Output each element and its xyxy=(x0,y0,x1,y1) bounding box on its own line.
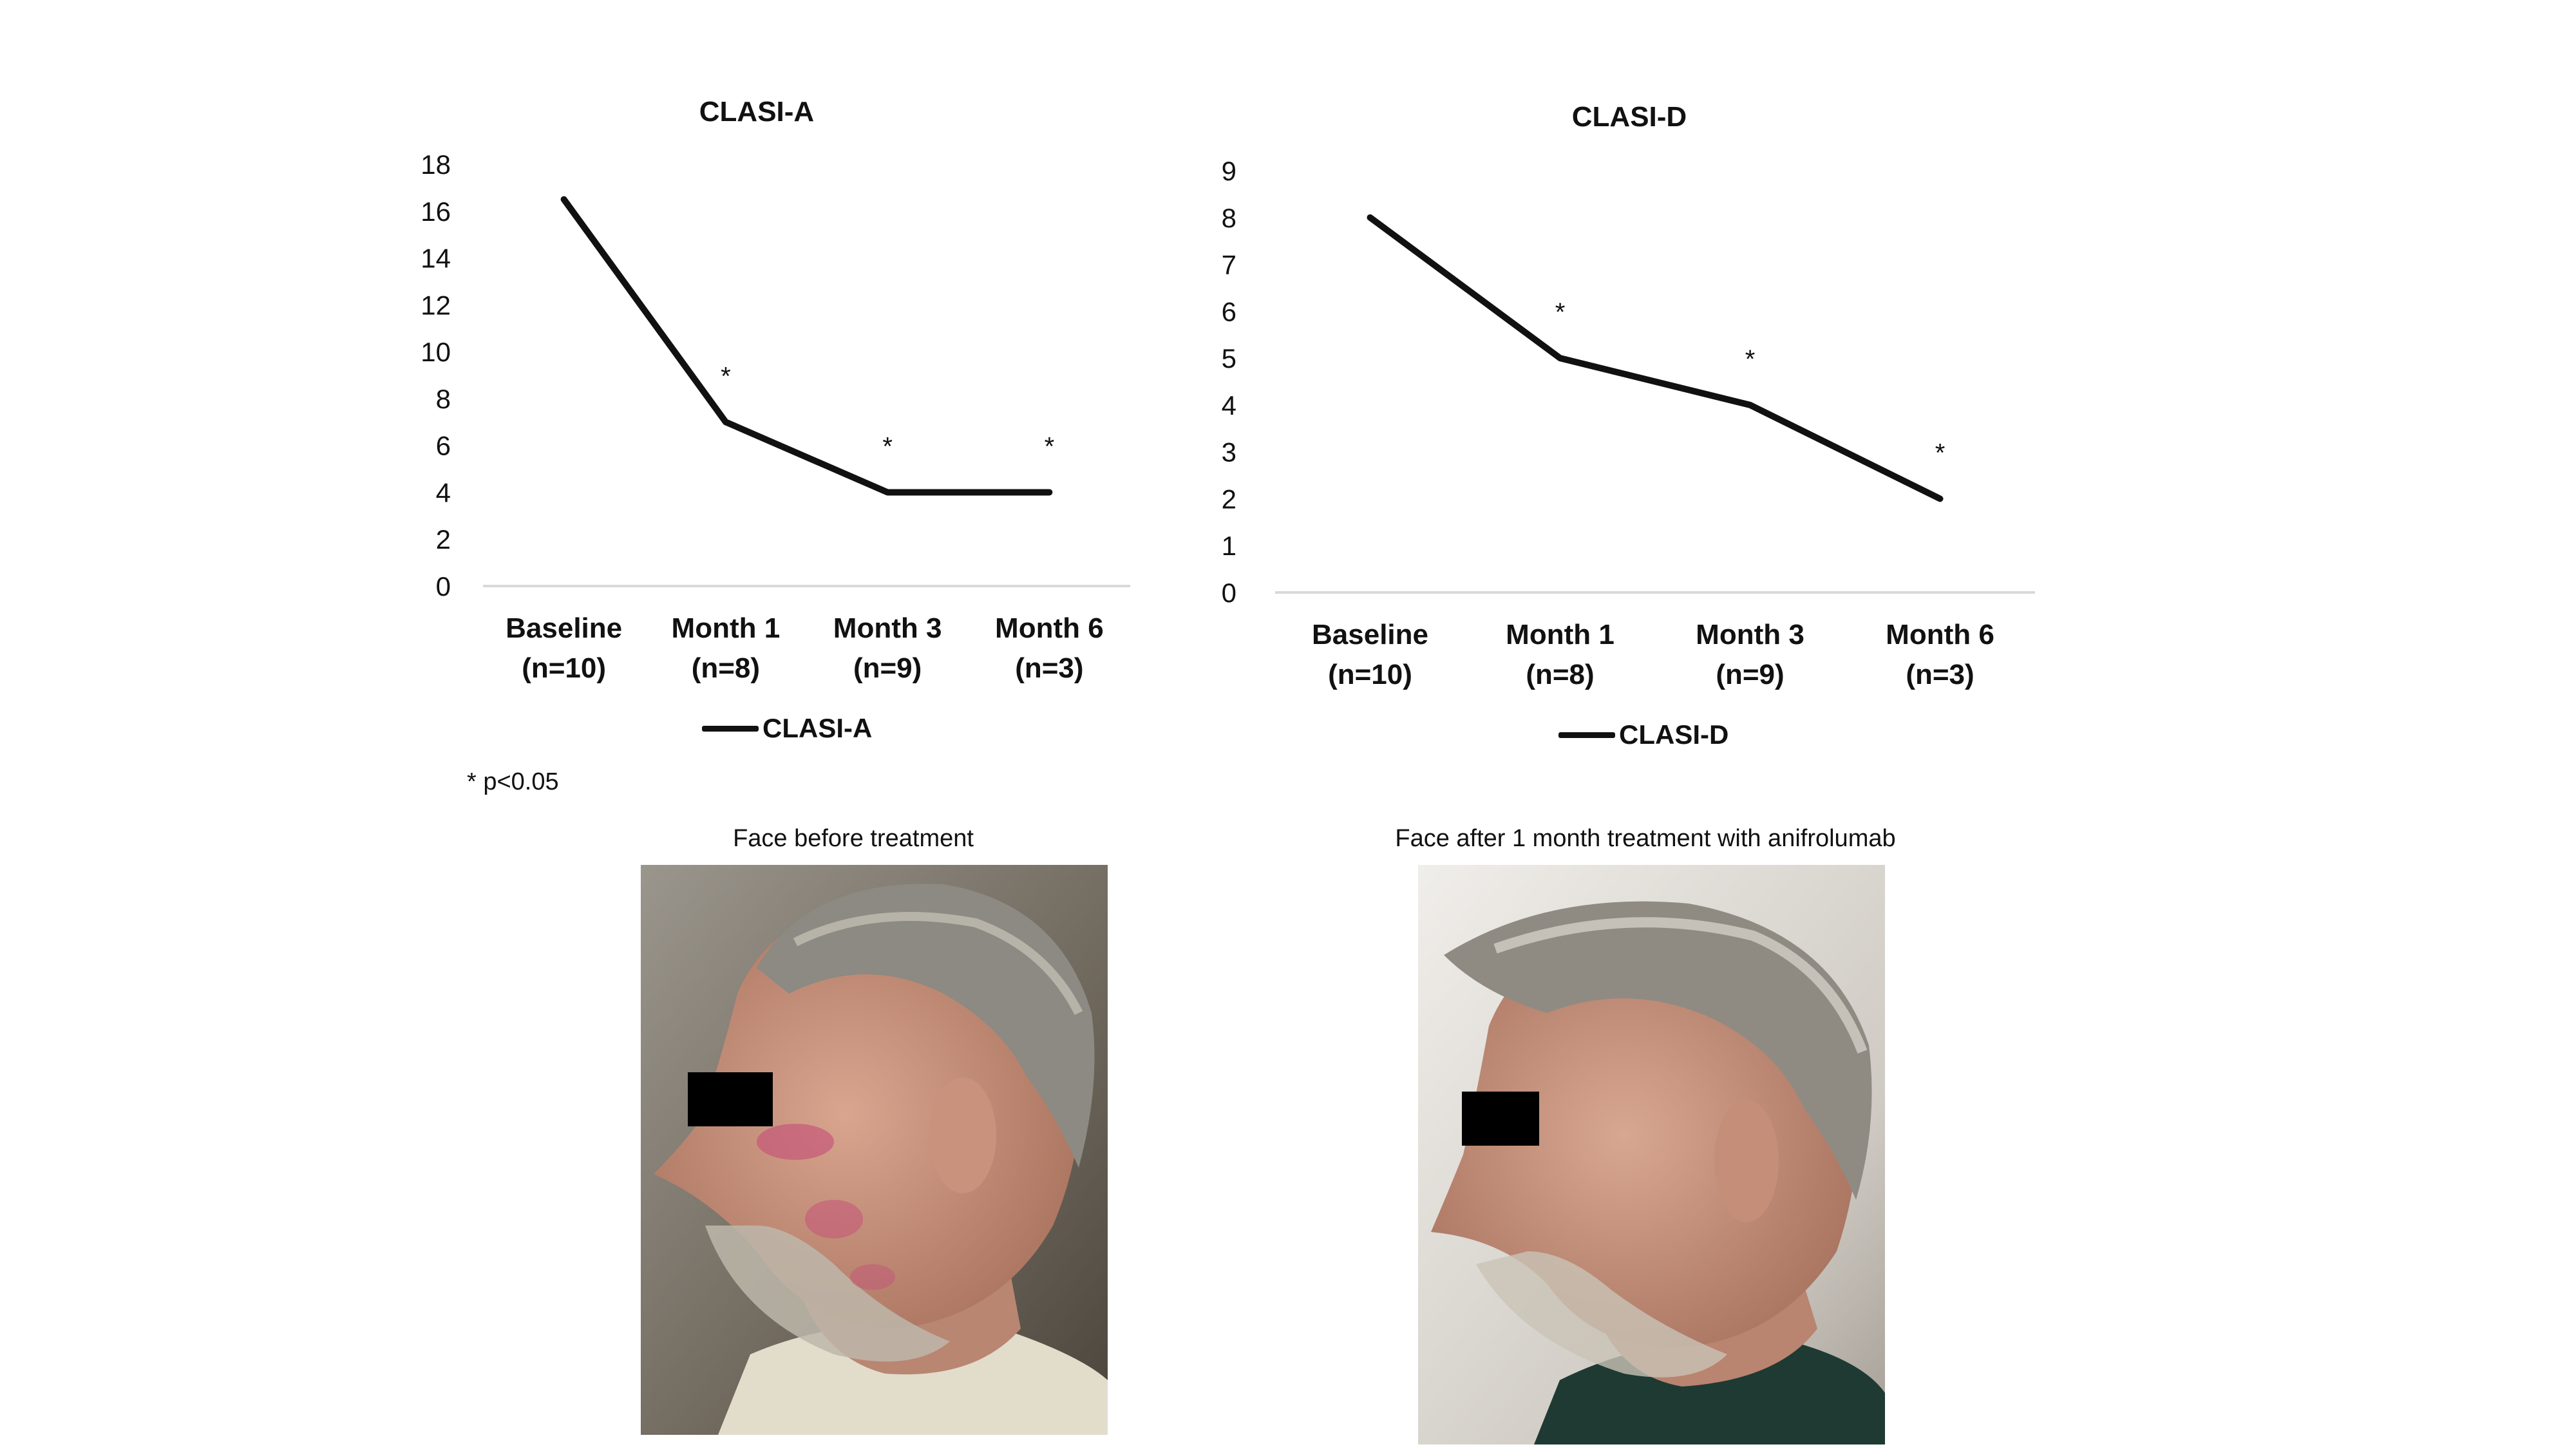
clasi-a-data-point xyxy=(724,421,726,423)
clasi-d-legend: CLASI-D xyxy=(1558,721,1728,748)
clasi-d-chart-title: CLASI-D xyxy=(1571,101,1687,133)
clasi-d-y-tick-label: 0 xyxy=(1222,578,1236,608)
clasi-a-legend-label: CLASI-A xyxy=(762,713,873,743)
clasi-a-y-tick-label: 0 xyxy=(436,571,451,601)
clasi-a-category-label: Month 6 xyxy=(995,612,1104,644)
clasi-a-category-label: Baseline xyxy=(506,612,622,644)
clasi-d-data-point xyxy=(1369,216,1371,218)
clasi-a-y-tick-label: 14 xyxy=(421,243,451,274)
clasi-d-y-tick-label: 7 xyxy=(1222,250,1236,280)
clasi-a-significance-marker: * xyxy=(882,432,893,460)
clasi-d-data-point xyxy=(1559,357,1561,359)
clasi-d-series-line xyxy=(1367,214,1944,502)
clasi-d-y-tick-label: 9 xyxy=(1222,156,1236,186)
clasi-a-category-label: (n=8) xyxy=(692,652,760,684)
clasi-a-data-point xyxy=(1048,491,1050,493)
clasi-a-significance-marker: * xyxy=(721,362,731,390)
clasi-a-chart: CLASI-A 0 2 4 6 8 10 12 14 16 18 Baseline (n=10) Mon… xyxy=(399,90,1172,779)
clasi-a-category-label: (n=9) xyxy=(853,652,922,684)
clasi-a-chart-title: CLASI-A xyxy=(699,96,815,128)
clasi-a-data-point xyxy=(563,198,565,200)
clasi-d-y-tick-label: 4 xyxy=(1222,390,1236,421)
clasi-d-significance-marker: * xyxy=(1745,345,1756,374)
clasi-d-legend-swatch xyxy=(1558,732,1615,738)
clasi-d-category-label: Month 6 xyxy=(1886,619,1994,650)
clasi-d-data-point xyxy=(1939,498,1941,500)
clasi-a-y-tick-label: 8 xyxy=(436,384,451,414)
clasi-d-category-label: (n=8) xyxy=(1526,659,1594,690)
clasi-d-y-tick-label: 5 xyxy=(1222,343,1236,374)
after-photo-caption: Face after 1 month treatment with anifro… xyxy=(1395,825,1896,852)
before-photo-caption: Face before treatment xyxy=(733,825,974,852)
clasi-a-series-line xyxy=(560,196,1053,496)
clasi-d-y-tick-label: 6 xyxy=(1222,296,1236,327)
clasi-d-y-tick-label: 1 xyxy=(1222,531,1236,561)
clasi-d-significance-marker: * xyxy=(1935,439,1946,467)
significance-footnote: * p<0.05 xyxy=(467,768,559,795)
face-after-photo xyxy=(1418,865,1885,1444)
clasi-a-y-tick-label: 4 xyxy=(436,477,451,507)
clasi-a-plot: 0 2 4 6 8 10 12 14 16 18 Baseline (n=10) Month 1 (n=8… xyxy=(421,149,1130,684)
clasi-a-category-label: (n=3) xyxy=(1015,652,1083,684)
clasi-a-y-tick-label: 6 xyxy=(436,431,451,461)
clasi-d-y-tick-label: 8 xyxy=(1222,203,1236,233)
clasi-d-chart: CLASI-D 0 1 2 3 4 5 6 7 8 9 Baseline (n=10) Month 1 (… xyxy=(1198,97,2074,786)
clasi-d-significance-marker: * xyxy=(1555,298,1566,327)
clasi-a-y-tick-label: 2 xyxy=(436,524,451,554)
clasi-a-category-label: (n=10) xyxy=(522,652,606,684)
clasi-d-category-label: (n=9) xyxy=(1716,659,1784,690)
clasi-d-legend-label: CLASI-D xyxy=(1619,719,1729,750)
clasi-d-data-point xyxy=(1749,404,1751,406)
clasi-d-y-tick-label: 3 xyxy=(1222,437,1236,468)
clasi-d-category-label: (n=10) xyxy=(1328,659,1412,690)
clasi-a-y-tick-label: 18 xyxy=(421,149,451,180)
clasi-a-y-tick-label: 12 xyxy=(421,290,451,320)
clasi-d-category-label: Month 3 xyxy=(1696,619,1804,650)
clasi-d-y-tick-label: 2 xyxy=(1222,484,1236,514)
clasi-d-category-label: (n=3) xyxy=(1906,659,1974,690)
clasi-d-category-label: Baseline xyxy=(1312,619,1428,650)
face-before-photo xyxy=(641,865,1108,1435)
clasi-a-y-tick-label: 10 xyxy=(421,337,451,367)
clasi-a-category-label: Month 1 xyxy=(672,612,781,644)
clasi-a-y-tick-label: 16 xyxy=(421,196,451,227)
clasi-a-significance-marker: * xyxy=(1045,432,1055,460)
clasi-a-data-point xyxy=(887,491,889,493)
clasi-a-legend: CLASI-A xyxy=(702,715,872,742)
clasi-d-plot: 0 1 2 3 4 5 6 7 8 9 Baseline (n=10) Month 1 (n=8) Mont… xyxy=(1222,156,2035,690)
clasi-d-category-label: Month 1 xyxy=(1506,619,1615,650)
clasi-a-legend-swatch xyxy=(702,725,759,732)
clasi-a-category-label: Month 3 xyxy=(833,612,942,644)
